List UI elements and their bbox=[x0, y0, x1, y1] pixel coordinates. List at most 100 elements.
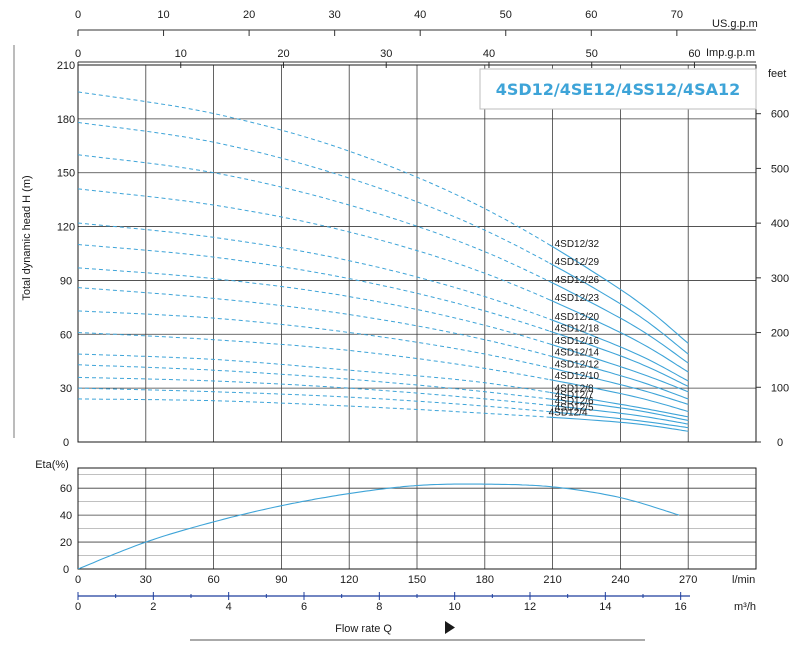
head-y-tick: 60 bbox=[60, 329, 72, 341]
eta-tick: 0 bbox=[63, 564, 69, 576]
head-curve bbox=[549, 281, 689, 364]
m3h-ticks: 0 2 4 6 8 10 12 14 16 bbox=[75, 592, 687, 613]
feet-tick: 400 bbox=[771, 218, 789, 230]
m3h-tick: 10 bbox=[449, 601, 461, 613]
imp-gpm-tick: 30 bbox=[380, 48, 392, 60]
head-curve bbox=[549, 262, 689, 355]
us-gpm-unit-label: US.g.p.m bbox=[712, 18, 758, 30]
us-gpm-tick: 40 bbox=[414, 9, 426, 21]
head-curve bbox=[549, 416, 689, 432]
head-curve-dashed bbox=[78, 310, 550, 369]
lpm-tick: 240 bbox=[611, 574, 629, 586]
curve-label: 4SD12/8 bbox=[555, 384, 594, 395]
head-y-axis-label: Total dynamic head H (m) bbox=[21, 175, 33, 300]
lpm-tick: 30 bbox=[140, 574, 152, 586]
lpm-tick: 120 bbox=[340, 574, 358, 586]
m3h-tick: 14 bbox=[599, 601, 611, 613]
curve-label: 4SD12/32 bbox=[555, 239, 600, 250]
flow-rate-label: Flow rate Q bbox=[335, 623, 392, 635]
head-curve-dashed bbox=[78, 287, 550, 357]
imp-gpm-tick: 20 bbox=[277, 48, 289, 60]
efficiency-plot-frame bbox=[77, 467, 757, 570]
us-gpm-tick: 10 bbox=[157, 9, 169, 21]
head-curve bbox=[549, 404, 689, 425]
head-grid bbox=[78, 65, 756, 442]
head-curve-dashed bbox=[78, 91, 550, 246]
eta-tick: 40 bbox=[60, 510, 72, 522]
us-gpm-tick: 20 bbox=[243, 9, 255, 21]
feet-tick: 200 bbox=[771, 328, 789, 340]
lpm-tick: 90 bbox=[275, 574, 287, 586]
m3h-axis: 0 2 4 6 8 10 12 14 16 m³/h bbox=[75, 592, 756, 613]
lpm-tick: 210 bbox=[543, 574, 561, 586]
curve-label: 4SD12/20 bbox=[555, 312, 600, 323]
head-y-tick: 30 bbox=[60, 383, 72, 395]
curve-label: 4SD12/23 bbox=[555, 293, 600, 304]
head-curve-dashed bbox=[78, 244, 550, 332]
head-curve bbox=[549, 355, 689, 400]
feet-tick: 500 bbox=[771, 163, 789, 175]
head-curve bbox=[549, 330, 689, 387]
m3h-tick: 16 bbox=[675, 601, 687, 613]
lpm-tick: 180 bbox=[476, 574, 494, 586]
head-chart: 4SD12/32 4SD12/29 4SD12/26 4SD12/23 4SD12/20… bbox=[21, 60, 789, 449]
us-gpm-tick: 50 bbox=[500, 9, 512, 21]
imp-gpm-axis: Imp.g.p.m 0 10 20 30 40 50 60 bbox=[75, 47, 756, 68]
m3h-tick: 0 bbox=[75, 601, 81, 613]
head-curve-dashed bbox=[78, 267, 550, 345]
head-curve bbox=[549, 379, 689, 413]
head-curve-labels: 4SD12/32 4SD12/29 4SD12/26 4SD12/23 4SD12/20… bbox=[549, 239, 600, 418]
head-y-tick: 90 bbox=[60, 275, 72, 287]
m3h-tick: 12 bbox=[524, 601, 536, 613]
head-y-ticks: 0 30 60 90 120 150 180 210 bbox=[57, 60, 75, 449]
head-y-tick: 150 bbox=[57, 168, 75, 180]
lpm-tick: 0 bbox=[75, 574, 81, 586]
eta-axis-label: Eta(%) bbox=[35, 459, 69, 471]
imp-gpm-tick: 50 bbox=[586, 48, 598, 60]
head-y-tick: 210 bbox=[57, 60, 75, 72]
imp-gpm-tick: 10 bbox=[175, 48, 187, 60]
imp-gpm-tick: 60 bbox=[688, 48, 700, 60]
head-curve bbox=[549, 411, 689, 429]
lpm-unit-label: l/min bbox=[732, 574, 755, 586]
head-curves bbox=[78, 91, 689, 432]
lpm-tick: 270 bbox=[679, 574, 697, 586]
head-curve-dashed bbox=[78, 387, 550, 413]
imp-gpm-unit-label: Imp.g.p.m bbox=[706, 47, 755, 59]
title-box bbox=[479, 68, 757, 110]
curve-label: 4SD12/18 bbox=[555, 324, 600, 335]
eta-tick: 20 bbox=[60, 537, 72, 549]
m3h-tick: 2 bbox=[150, 601, 156, 613]
efficiency-curve bbox=[78, 483, 680, 569]
head-curve-dashed bbox=[78, 398, 550, 418]
head-curve-dashed bbox=[78, 222, 550, 320]
curve-label: 4SD12/29 bbox=[555, 257, 600, 268]
m3h-tick: 8 bbox=[376, 601, 382, 613]
lpm-tick: 150 bbox=[408, 574, 426, 586]
chart-title: 4SD12/4SE12/4SS12/4SA12 bbox=[496, 80, 741, 99]
head-curve bbox=[549, 244, 689, 344]
m3h-tick: 6 bbox=[301, 601, 307, 613]
curve-label: 4SD12/4 bbox=[549, 408, 588, 419]
curve-label: 4SD12/7 bbox=[555, 390, 594, 401]
efficiency-y-ticks: 0 20 40 60 bbox=[60, 483, 72, 576]
imp-gpm-tick: 0 bbox=[75, 48, 81, 60]
curve-label: 4SD12/10 bbox=[555, 371, 600, 382]
efficiency-grid bbox=[78, 468, 756, 569]
us-gpm-tick: 70 bbox=[671, 9, 683, 21]
efficiency-chart: 0 20 40 60 0 30 60 90 120 150 180 210 240 270 Eta(%)… bbox=[35, 459, 757, 586]
head-curve bbox=[549, 343, 689, 393]
head-curve bbox=[549, 299, 689, 373]
head-curve-dashed bbox=[78, 154, 550, 282]
head-plot-frame bbox=[77, 64, 757, 443]
head-y-tick: 180 bbox=[57, 114, 75, 126]
head-curve bbox=[549, 318, 689, 382]
m3h-tick: 4 bbox=[226, 601, 232, 613]
feet-tick: 0 bbox=[777, 437, 783, 449]
head-curve bbox=[549, 398, 689, 422]
imp-gpm-tick: 40 bbox=[483, 48, 495, 60]
us-gpm-axis: US.g.p.m 0 10 20 30 40 50 60 70 bbox=[75, 9, 758, 36]
head-curve-dashed bbox=[78, 332, 550, 381]
curve-label: 4SD12/6 bbox=[555, 396, 594, 407]
